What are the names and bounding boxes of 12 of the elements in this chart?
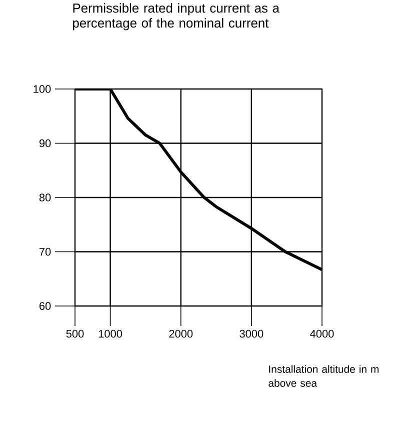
x-tick-label: 1000 bbox=[98, 330, 122, 338]
x-tick-label: 500 bbox=[66, 330, 84, 338]
x-tick-label: 4000 bbox=[310, 330, 334, 338]
x-axis-title: Installation altitude in m above sea bbox=[268, 365, 379, 387]
y-tick-label: 70 bbox=[40, 248, 51, 256]
y-tick-label: 60 bbox=[40, 302, 51, 310]
y-axis-title: Permissible rated input current as a percentage of the nominal current bbox=[73, 3, 280, 30]
x-tick-label: 3000 bbox=[240, 330, 264, 338]
y-tick-label: 80 bbox=[39, 194, 51, 202]
x-tick-label: 2000 bbox=[169, 330, 193, 338]
y-tick-label: 90 bbox=[39, 139, 51, 148]
y-tick-label: 100 bbox=[34, 85, 51, 93]
